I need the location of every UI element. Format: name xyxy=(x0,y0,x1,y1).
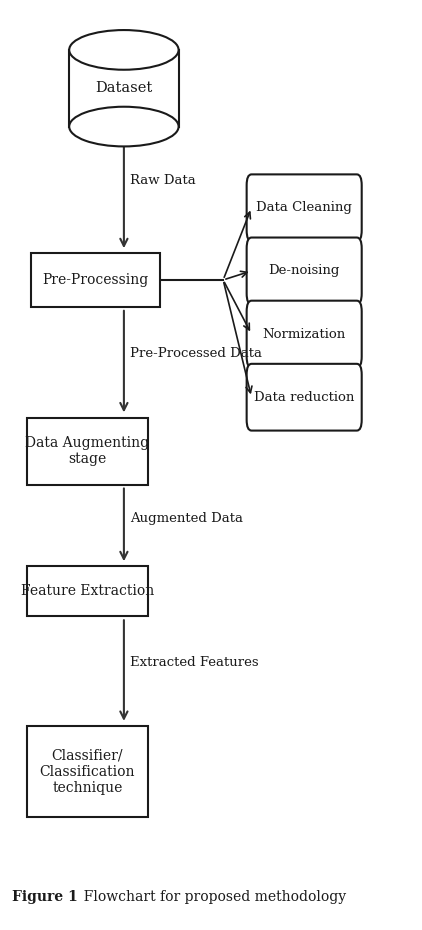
Text: Normization: Normization xyxy=(262,327,346,340)
Text: Extracted Features: Extracted Features xyxy=(130,656,259,669)
Text: Data Augmenting
stage: Data Augmenting stage xyxy=(25,436,149,467)
FancyBboxPatch shape xyxy=(246,175,362,241)
Ellipse shape xyxy=(69,107,179,146)
Text: Figure 1: Figure 1 xyxy=(13,890,78,904)
Ellipse shape xyxy=(69,30,179,70)
Bar xyxy=(69,50,179,126)
FancyBboxPatch shape xyxy=(246,300,362,367)
Text: Raw Data: Raw Data xyxy=(130,174,196,187)
Text: De-noising: De-noising xyxy=(268,264,340,277)
Text: Pre-Processed Data: Pre-Processed Data xyxy=(130,348,262,361)
Text: Flowchart for proposed methodology: Flowchart for proposed methodology xyxy=(75,890,346,904)
Bar xyxy=(27,566,148,616)
Text: Classifier/
Classification
technique: Classifier/ Classification technique xyxy=(40,749,135,795)
Text: Dataset: Dataset xyxy=(95,81,152,95)
FancyBboxPatch shape xyxy=(246,237,362,304)
Text: Data reduction: Data reduction xyxy=(254,391,354,404)
FancyBboxPatch shape xyxy=(246,364,362,431)
Bar xyxy=(31,253,160,307)
Bar xyxy=(27,726,148,817)
Text: Feature Extraction: Feature Extraction xyxy=(21,584,154,598)
Text: Augmented Data: Augmented Data xyxy=(130,512,243,525)
Bar xyxy=(27,418,148,485)
Text: Data Cleaning: Data Cleaning xyxy=(256,201,352,214)
Text: Pre-Processing: Pre-Processing xyxy=(43,272,149,287)
